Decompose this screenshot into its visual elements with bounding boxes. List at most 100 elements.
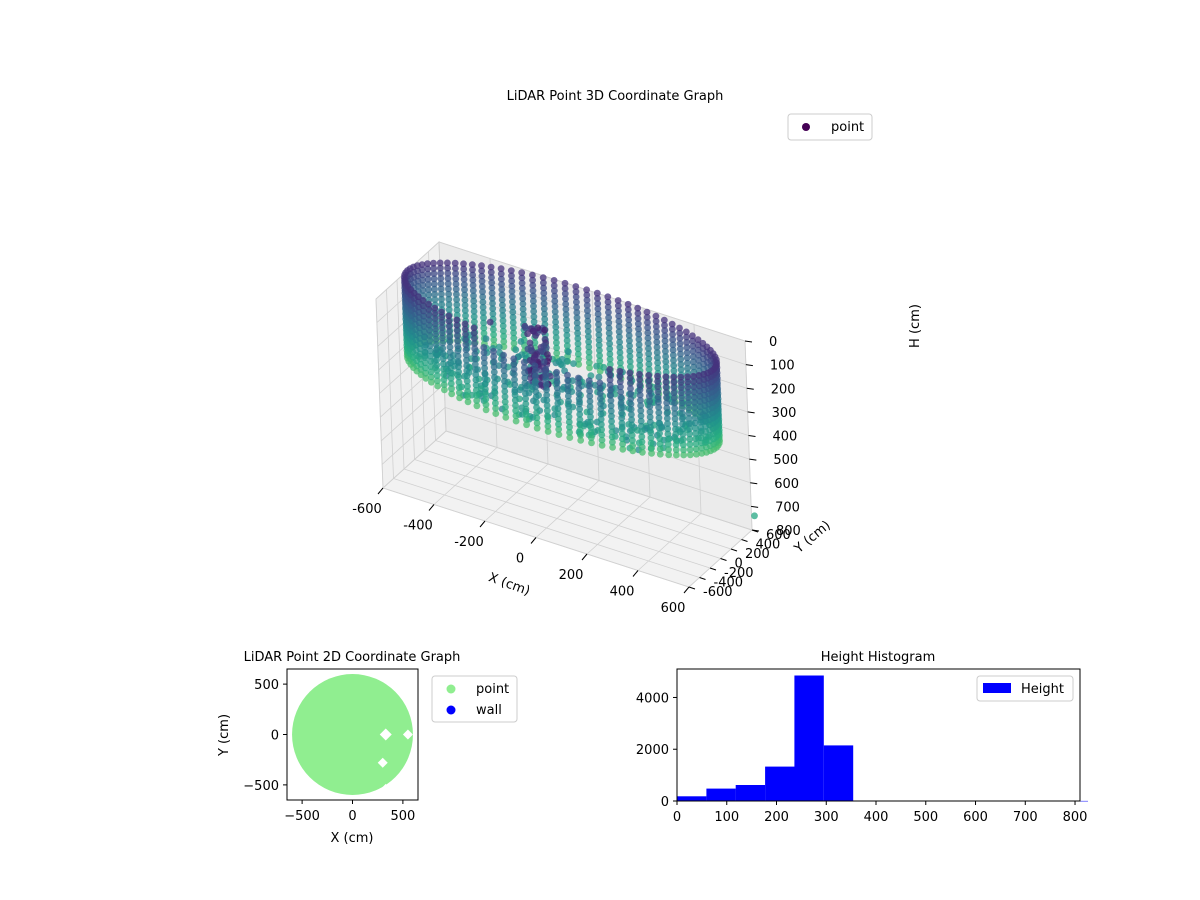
data-point [511,381,519,389]
data-point [689,332,696,340]
data-point [554,389,561,397]
data-point [607,407,615,415]
data-point [447,364,455,372]
data-point [646,392,653,400]
data-point [607,386,614,394]
data-point [439,345,447,352]
data-point [576,411,584,418]
data-point [691,404,699,411]
data-point [625,332,633,339]
data-point [511,396,519,404]
data-point [469,287,477,294]
data-point [653,343,661,351]
data-point [597,400,604,408]
data-point [595,341,603,349]
x-tick-label: 0 [348,809,356,824]
data-point [519,305,527,313]
data-point [662,358,670,365]
x-tick-mark [683,586,690,594]
data-point [470,308,478,315]
data-point [499,312,507,319]
data-point [645,360,653,368]
data-point [566,429,573,436]
data-point [453,296,460,303]
data-point [444,280,452,288]
data-point [421,354,429,361]
data-point [656,445,664,453]
data-point [665,451,673,459]
data-point [616,367,624,375]
histogram-ticks: 0 100 200 300 400 500 600 700 800 0 2000 4000 [636,691,1088,825]
chart-2d-legend-label-point: point [476,682,509,697]
data-point [695,382,703,390]
data-point [617,393,625,401]
data-point [462,336,470,343]
data-point [635,330,643,338]
data-point [444,275,452,282]
data-point [501,388,509,395]
data-point [698,444,705,452]
data-point [432,325,439,333]
data-point [695,377,703,384]
data-point [489,300,496,307]
data-point [661,327,669,334]
data-point [586,387,593,395]
data-point [686,441,694,448]
chart-3d-legend: point [787,113,873,141]
data-point [420,312,427,320]
data-point [529,292,537,300]
data-point [448,390,456,398]
data-point [433,351,440,359]
data-point [554,410,562,418]
data-point [509,319,517,326]
data-point [677,366,685,373]
x-tick-label: 0 [673,810,681,825]
data-point [446,343,454,351]
data-point [655,409,663,416]
data-point [596,384,604,392]
chart-3d-axes: -600-400-2000200400600-600-400-200020040… [352,335,801,616]
data-point [463,367,471,375]
data-point [661,342,669,350]
data-point [598,436,606,444]
data-point [606,345,614,353]
data-point [500,351,507,359]
data-point [532,398,540,406]
data-point [697,418,704,426]
data-point [672,441,680,448]
data-point [437,264,444,272]
data-point [662,378,670,386]
data-point [532,383,540,390]
h-tick-mark [751,529,760,532]
data-point [419,302,427,309]
data-point [626,379,634,387]
point-gap [379,728,392,741]
data-point [566,434,574,441]
data-point [656,450,664,458]
data-point [553,379,561,387]
data-point [453,326,461,334]
data-point [593,289,601,297]
data-point [596,357,604,365]
data-point [606,350,614,358]
x-tick-label: −500 [284,809,320,824]
data-point [481,380,489,388]
data-point [500,362,508,369]
data-point [678,399,686,407]
data-point [472,371,480,379]
data-point [490,353,498,360]
data-point [529,276,536,284]
data-point [564,377,572,384]
data-point [472,376,480,384]
data-point [529,271,536,279]
data-point [439,339,446,347]
data-point [655,414,663,422]
chart-3d-legend-label: point [831,120,864,135]
data-point [508,293,516,300]
chart-3d-xlabel: X (cm) [486,570,532,599]
data-point [471,318,478,326]
data-point [509,298,516,306]
data-point [637,412,645,420]
data-point [425,291,433,299]
